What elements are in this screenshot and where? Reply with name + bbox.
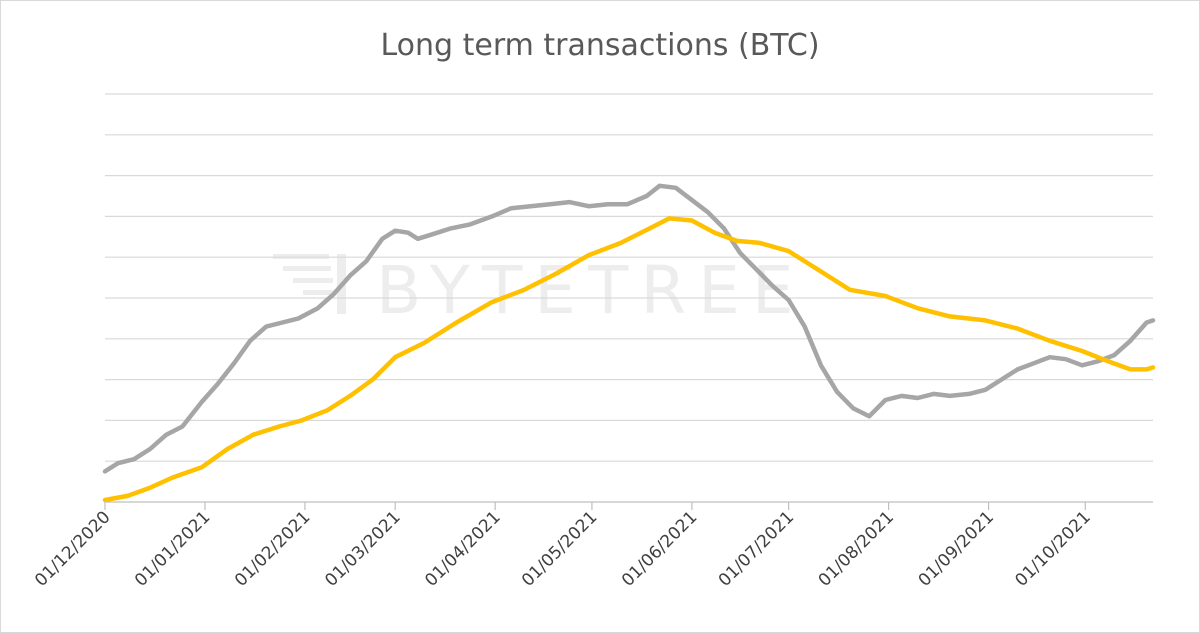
watermark-layer: BYTETREE xyxy=(273,252,806,329)
x-tick-label: 01/06/2021 xyxy=(618,507,701,590)
x-tick-label: 01/04/2021 xyxy=(421,507,504,590)
x-tick-label: 01/07/2021 xyxy=(715,507,798,590)
watermark-text: BYTETREE xyxy=(376,252,806,329)
x-tick-label: 01/01/2021 xyxy=(131,507,214,590)
x-tick-label: 01/12/2020 xyxy=(31,507,114,590)
series-lines xyxy=(102,183,1156,503)
x-tick-label: 01/05/2021 xyxy=(518,507,601,590)
x-tick-label: 01/02/2021 xyxy=(231,507,314,590)
gridlines xyxy=(105,93,1153,462)
x-tick-label: 01/08/2021 xyxy=(815,507,898,590)
x-axis: 01/12/2020 01/01/2021 01/02/2021 01/03/2021… xyxy=(31,501,1153,591)
x-tick-label: 01/09/2021 xyxy=(915,507,998,590)
bytetree-logo-icon xyxy=(273,254,346,314)
series-line-1 xyxy=(102,183,1156,474)
x-tick-label: 01/03/2021 xyxy=(321,507,404,590)
chart-title: Long term transactions (BTC) xyxy=(380,28,820,63)
x-tick-label: 01/10/2021 xyxy=(1011,507,1094,590)
series-line-2 xyxy=(102,216,1156,503)
